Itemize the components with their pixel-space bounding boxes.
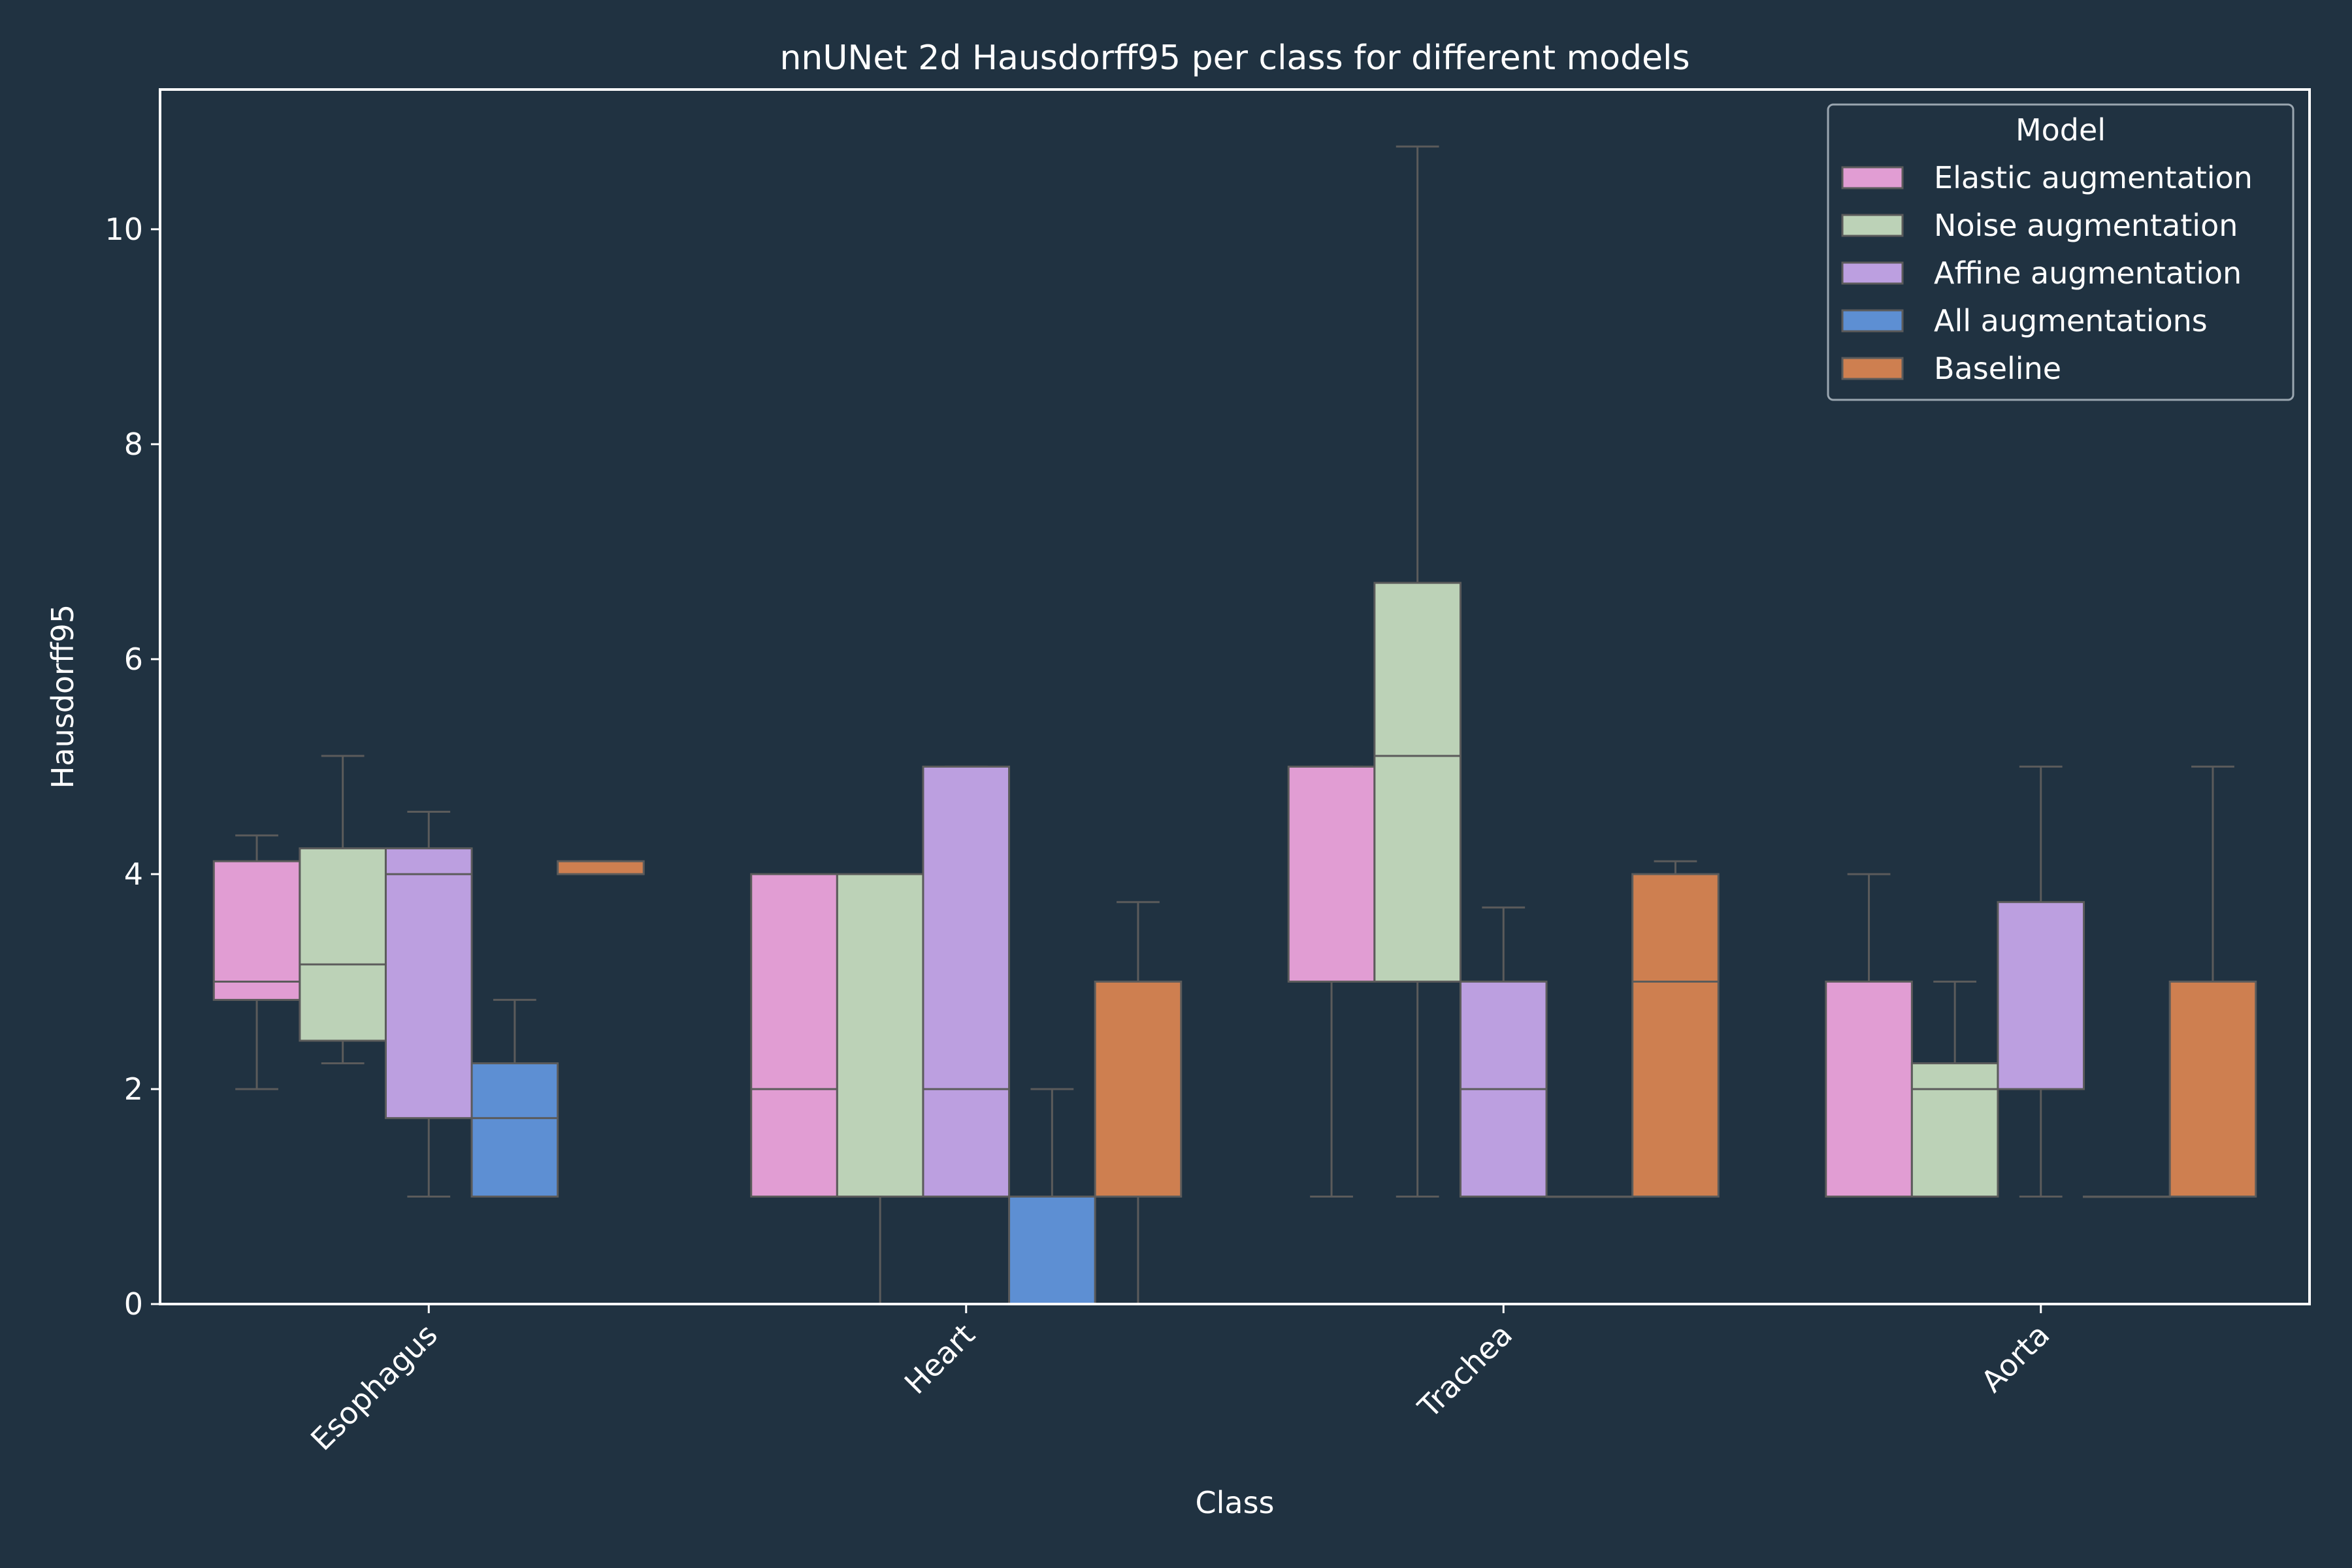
box-heart-3 (1008, 1088, 1096, 1305)
box-body (1997, 901, 2085, 1090)
legend-label: Noise augmentation (1934, 208, 2238, 243)
box-esophagus-4 (557, 860, 645, 875)
legend-item-2: Affine augmentation (1841, 255, 2242, 291)
box-aorta-1 (1910, 980, 1999, 1198)
legend-swatch (1841, 309, 1904, 333)
box-trachea-4 (1631, 860, 1720, 1198)
box-trachea-0 (1287, 765, 1376, 1198)
box-body (836, 873, 924, 1198)
box-body (1910, 1062, 1999, 1198)
y-tick-label: 0 (124, 1286, 143, 1322)
box-trachea-2 (1459, 906, 1548, 1198)
box-esophagus-0 (212, 834, 301, 1090)
box-body (299, 847, 387, 1042)
legend-item-0: Elastic augmentation (1841, 160, 2253, 195)
legend-swatch (1841, 357, 1904, 380)
box-aorta-0 (1825, 873, 1913, 1198)
x-axis-label: Class (1195, 1485, 1274, 1520)
box-body (212, 860, 301, 1001)
legend-label: Elastic augmentation (1934, 160, 2253, 195)
box-heart-4 (1094, 901, 1183, 1305)
y-tick-label: 8 (124, 427, 143, 462)
plot-frame (159, 88, 2311, 1305)
y-axis: 0 2 4 6 8 10 (105, 212, 160, 1322)
legend-swatch (1841, 166, 1904, 189)
box-body (1287, 765, 1376, 983)
legend-label: Affine augmentation (1934, 255, 2242, 291)
plot-area (212, 145, 2257, 1305)
y-tick-label: 2 (124, 1071, 143, 1107)
box-trachea-3 (1545, 1195, 1634, 1198)
box-body (1008, 1195, 1096, 1305)
box-aorta-3 (2083, 1195, 2171, 1198)
box-aorta-2 (1997, 765, 2085, 1198)
box-esophagus-1 (299, 755, 387, 1064)
box-body (1094, 980, 1183, 1198)
legend-item-4: Baseline (1841, 351, 2061, 386)
box-trachea-1 (1373, 145, 1462, 1198)
box-body (750, 873, 838, 1198)
legend-item-1: Noise augmentation (1841, 208, 2238, 243)
box-esophagus-3 (470, 998, 559, 1198)
box-aorta-4 (2168, 765, 2257, 1198)
legend: Model Elastic augmentation Noise augmenta… (1827, 103, 2295, 401)
legend-frame (1827, 103, 2295, 401)
legend-label: All augmentations (1934, 303, 2208, 338)
legend-swatch (1841, 261, 1904, 285)
y-tick-label: 6 (124, 642, 143, 677)
box-body (922, 765, 1011, 1198)
box-esophagus-2 (384, 811, 473, 1198)
box-body (2168, 980, 2257, 1198)
box-body (384, 847, 473, 1119)
box-heart-1 (836, 873, 924, 1305)
legend-title: Model (2016, 112, 2106, 148)
legend-items: Elastic augmentation Noise augmentation Af… (1841, 160, 2253, 386)
box-body (470, 1062, 559, 1198)
legend-label: Baseline (1934, 351, 2061, 386)
box-body (1373, 581, 1462, 983)
y-tick-label: 10 (105, 212, 143, 247)
box-body (557, 860, 645, 875)
y-tick-label: 4 (124, 857, 143, 892)
y-axis-label: Hausdorff95 (45, 604, 80, 789)
box-body (1825, 980, 1913, 1198)
chart-title: nnUNet 2d Hausdorff95 per class for diff… (779, 39, 1690, 78)
box-heart-2 (922, 765, 1011, 1198)
legend-item-3: All augmentations (1841, 303, 2208, 338)
legend-swatch (1841, 214, 1904, 237)
box-heart-0 (750, 873, 838, 1198)
box-body (1631, 873, 1720, 1198)
